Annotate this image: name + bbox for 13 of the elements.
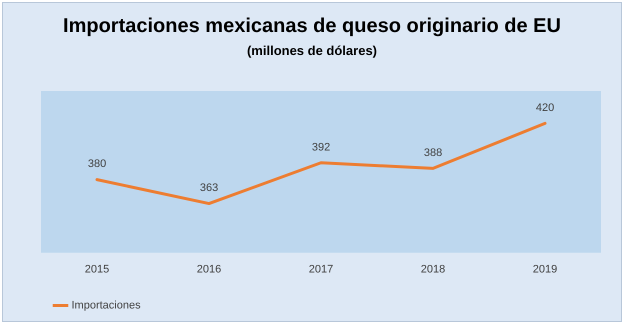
chart-title: Importaciones mexicanas de queso originario de EU: [62, 15, 562, 38]
legend-label: Importaciones: [72, 300, 142, 312]
data-label: 380: [88, 158, 106, 170]
x-tick-label: 2018: [420, 263, 446, 276]
x-tick-label: 2017: [308, 263, 334, 276]
data-label: 392: [312, 141, 330, 154]
chart-subtitle: (millones de dólares): [246, 43, 378, 58]
x-tick-label: 2015: [84, 263, 110, 276]
data-label: 388: [424, 146, 442, 159]
x-tick-label: 2019: [532, 263, 558, 276]
x-tick-label: 2016: [196, 263, 222, 276]
data-label: 363: [200, 182, 218, 194]
data-label: 420: [536, 102, 554, 114]
